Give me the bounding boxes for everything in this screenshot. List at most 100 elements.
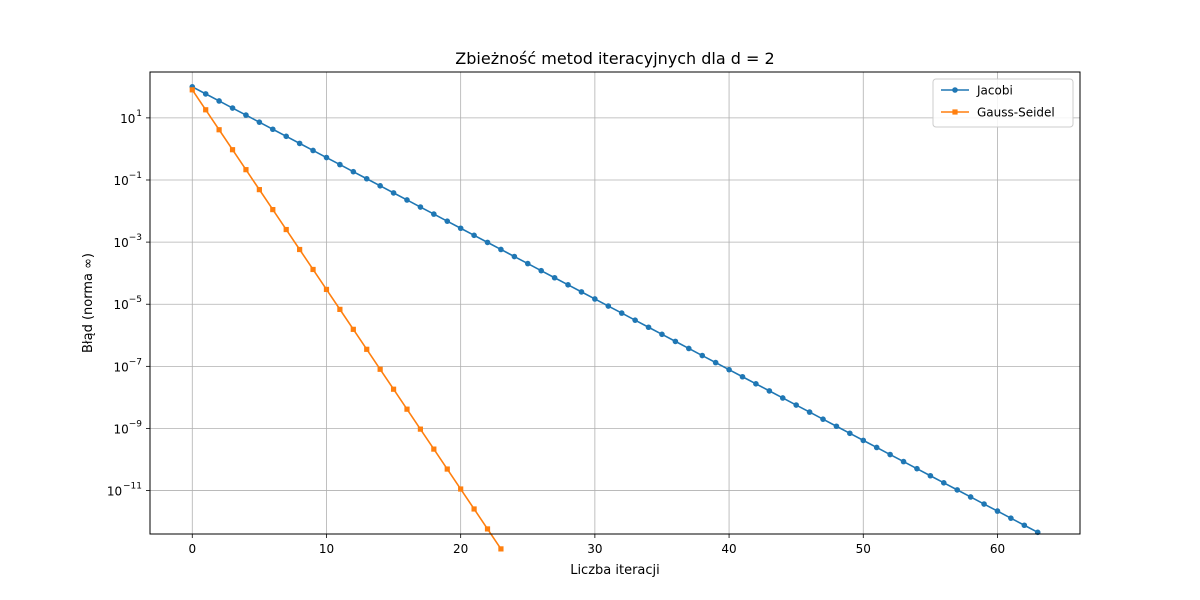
- data-point: [887, 451, 893, 458]
- data-point: [270, 206, 276, 213]
- data-point: [337, 161, 343, 168]
- data-point: [766, 388, 773, 394]
- data-point: [1021, 522, 1028, 529]
- data-point: [981, 501, 987, 507]
- data-point: [511, 253, 518, 260]
- data-point: [498, 246, 504, 253]
- data-point: [524, 260, 531, 267]
- y-tick-label-exponent: −11: [123, 482, 142, 492]
- data-point: [216, 98, 222, 104]
- data-point: [686, 345, 692, 352]
- y-tick-label-exponent: −5: [129, 295, 142, 305]
- data-point: [712, 359, 719, 366]
- data-point: [404, 197, 410, 203]
- data-point: [310, 147, 316, 154]
- data-point: [256, 187, 262, 193]
- legend-entry: Gauss-Seidel: [941, 106, 1055, 120]
- data-point: [873, 444, 880, 451]
- y-tick-label-base: 10: [120, 112, 135, 126]
- data-point: [471, 232, 477, 239]
- data-point: [632, 317, 638, 323]
- y-tick-label: 10 −11: [107, 482, 142, 499]
- y-tick-label-base: 10: [114, 360, 129, 374]
- data-point: [390, 386, 397, 392]
- y-tick-label: 10 −5: [114, 295, 142, 312]
- data-point: [283, 226, 289, 233]
- data-point: [592, 296, 598, 302]
- data-point: [216, 127, 222, 133]
- x-axis-label: Liczba iteracji: [570, 563, 660, 578]
- data-point: [618, 310, 625, 316]
- data-point: [605, 303, 612, 309]
- data-point: [458, 486, 464, 492]
- plot-frame: [149, 71, 1081, 535]
- data-point: [350, 168, 357, 175]
- data-point: [256, 119, 263, 125]
- y-axis-label: Błąd (norma ∞): [81, 253, 96, 353]
- grid-lines: [150, 72, 1080, 534]
- x-axis-ticks: 0 10 20 30 40 50 60: [188, 534, 1005, 556]
- data-point: [269, 126, 276, 133]
- series-jacobi: [189, 84, 1041, 536]
- data-point: [753, 381, 759, 387]
- legend-label: Jacobi: [976, 84, 1013, 98]
- data-point: [444, 466, 450, 472]
- series-line: [191, 86, 1039, 534]
- data-point: [484, 239, 491, 246]
- data-point: [431, 211, 437, 217]
- y-tick-label-exponent: −7: [129, 357, 142, 367]
- chart-title: Zbieżność metod iteracyjnych dla d = 2: [455, 49, 774, 68]
- y-tick-label-base: 10: [114, 236, 129, 250]
- data-point: [659, 331, 665, 338]
- plot-series: [189, 84, 1041, 552]
- data-point: [551, 274, 558, 281]
- y-tick-label: 10 −9: [114, 419, 143, 436]
- data-point: [806, 409, 813, 415]
- legend: Jacobi Gauss-Seidel: [932, 78, 1074, 128]
- data-point: [243, 112, 249, 118]
- legend-label: Gauss-Seidel: [977, 106, 1055, 120]
- data-point: [189, 87, 195, 93]
- data-point: [900, 458, 907, 465]
- data-point: [444, 218, 451, 224]
- legend-marker: [952, 109, 958, 115]
- y-tick-label-base: 10: [114, 174, 129, 188]
- x-tick-label: 10: [319, 542, 334, 556]
- series-line: [191, 89, 502, 550]
- data-point: [940, 480, 947, 486]
- data-point: [404, 406, 410, 412]
- data-point: [417, 204, 424, 210]
- data-point: [645, 324, 652, 331]
- data-point: [914, 465, 920, 472]
- x-tick-label: 30: [587, 542, 602, 556]
- data-point: [820, 416, 826, 422]
- data-point: [310, 266, 316, 273]
- data-point: [323, 286, 330, 293]
- data-point: [390, 190, 397, 196]
- data-point: [283, 133, 290, 140]
- data-point: [457, 225, 464, 232]
- data-point: [538, 267, 544, 274]
- data-point: [739, 373, 746, 380]
- y-tick-label-base: 10: [107, 485, 122, 499]
- data-point: [431, 446, 437, 452]
- y-tick-label: 10 −7: [114, 357, 142, 374]
- data-point: [833, 423, 840, 430]
- data-point: [578, 289, 585, 295]
- series-gauss-seidel: [189, 87, 504, 552]
- y-tick-label-exponent: −3: [129, 233, 142, 243]
- data-point: [203, 107, 209, 113]
- data-point: [350, 326, 356, 332]
- data-point: [498, 546, 504, 552]
- legend-items: Jacobi Gauss-Seidel: [941, 84, 1055, 120]
- data-point: [377, 366, 383, 372]
- data-point: [296, 140, 303, 147]
- data-point: [927, 472, 934, 479]
- legend-marker: [952, 87, 958, 93]
- y-tick-label-base: 10: [114, 298, 129, 312]
- y-tick-label: 10 1: [120, 109, 142, 126]
- data-point: [484, 526, 491, 532]
- y-tick-label-exponent: 1: [136, 109, 142, 119]
- data-point: [1008, 515, 1014, 521]
